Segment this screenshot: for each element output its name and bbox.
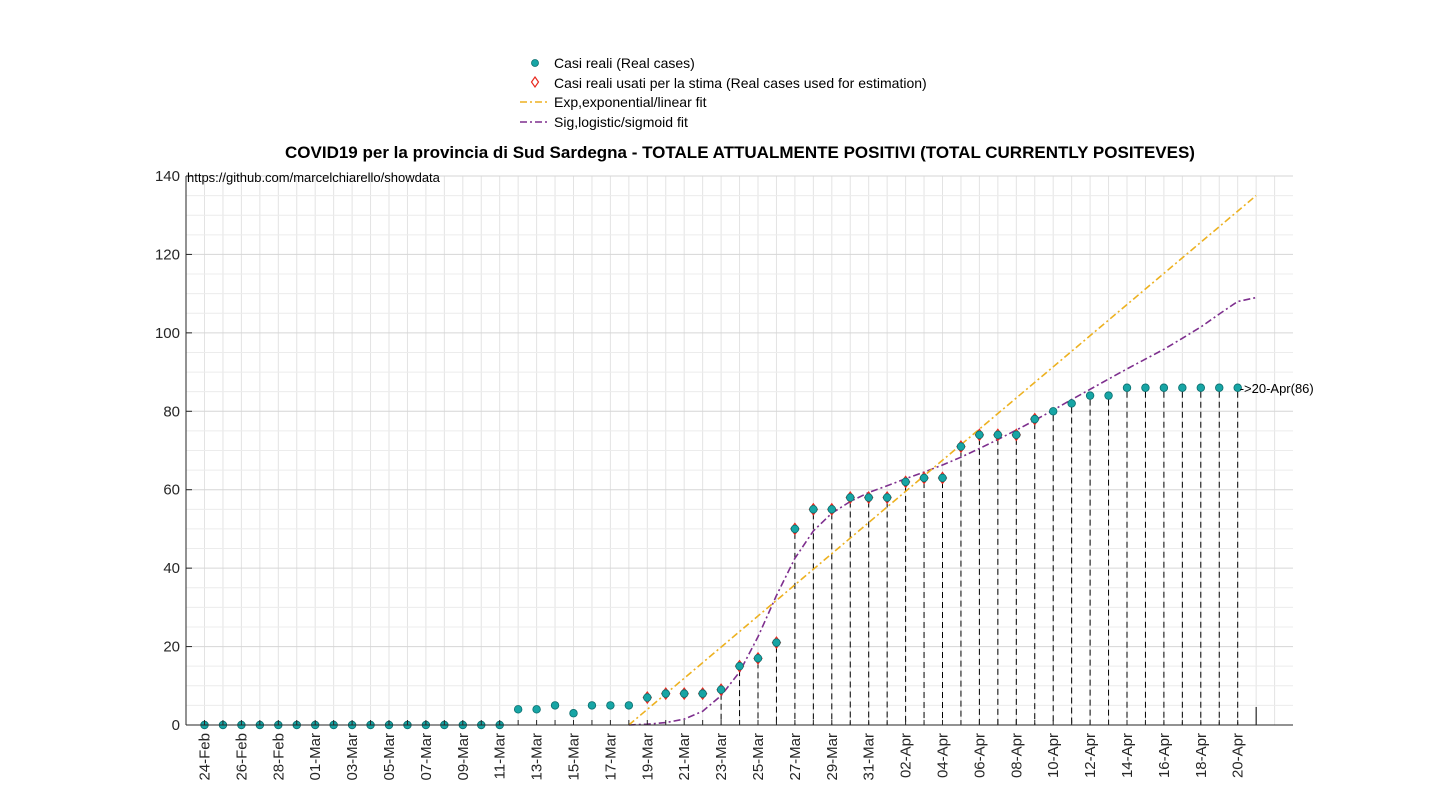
drop-lines (720, 391, 1257, 725)
x-tick-label: 05-Mar (381, 733, 398, 781)
real-case-marker (680, 689, 689, 698)
x-tick-label: 25-Mar (750, 733, 767, 781)
legend-label-exp-fit: Exp,exponential/linear fit (554, 94, 707, 110)
legend-diamond-marker (530, 75, 540, 89)
real-case-marker (1030, 414, 1039, 424)
real-case-marker (569, 709, 578, 718)
real-case-marker (753, 654, 763, 663)
real-case-marker (1012, 430, 1021, 440)
x-tick-labels: 24-Feb 26-Feb 28-Feb 01-Mar 03-Mar 05-Mar 07-M… (197, 733, 1247, 781)
real-case-marker (532, 705, 541, 714)
real-case-marker (513, 705, 523, 714)
legend: Casi reali (Real cases) Casi reali usati… (520, 55, 927, 130)
x-tick-label: 02-Apr (898, 733, 915, 778)
real-case-marker (1085, 391, 1095, 400)
x-tick-label: 13-Mar (529, 733, 546, 781)
real-case-marker (901, 477, 910, 487)
x-tick-label: 11-Mar (492, 733, 509, 779)
x-tick-label: 29-Mar (824, 733, 841, 781)
y-tick-label: 0 (172, 717, 180, 734)
x-tick-label: 20-Apr (1230, 733, 1247, 778)
real-case-marker (1048, 407, 1058, 416)
x-tick-label: 23-Mar (713, 733, 730, 781)
y-tick-label: 40 (163, 560, 180, 577)
x-tick-label: 06-Apr (971, 733, 988, 778)
legend-label-sig-fit: Sig,logistic/sigmoid fit (554, 114, 688, 130)
source-url: https://github.com/marcelchiarello/showd… (187, 170, 441, 185)
real-case-marker (772, 638, 781, 647)
axes (185, 175, 1293, 726)
real-case-marker (809, 505, 818, 514)
x-tick-label: 27-Mar (787, 733, 804, 781)
x-tick-label: 07-Mar (418, 733, 435, 781)
y-tick-label: 20 (163, 639, 180, 656)
real-case-marker (550, 701, 560, 710)
x-tick-label: 08-Apr (1008, 733, 1025, 778)
real-case-marker (827, 505, 836, 514)
legend-circle-marker (531, 59, 539, 67)
real-case-marker (864, 493, 873, 502)
x-tick-label: 24-Feb (197, 733, 214, 781)
real-case-marker (661, 689, 670, 698)
real-case-marker (1159, 383, 1169, 392)
x-tick-label: 31-Mar (861, 733, 878, 781)
y-tick-labels: 0 20 40 60 80 100 120 140 (155, 168, 180, 734)
real-case-marker (790, 524, 800, 534)
y-tick-label: 80 (163, 403, 180, 420)
last-value-annotation: ->20-Apr(86) (1240, 381, 1314, 396)
x-tick-label: 12-Apr (1082, 733, 1099, 778)
real-case-marker (1141, 383, 1150, 392)
x-tick-label: 14-Apr (1119, 733, 1136, 778)
fit-lines (628, 194, 1257, 726)
exponential-fit-line (628, 194, 1257, 726)
chart-title: COVID19 per la provincia di Sud Sardegna… (285, 143, 1195, 162)
y-tick-label: 60 (163, 482, 180, 499)
real-case-marker (1215, 383, 1224, 392)
x-tick-label: 28-Feb (270, 733, 287, 781)
y-tick-label: 100 (155, 325, 180, 342)
real-case-marker (643, 693, 652, 702)
real-case-marker (1104, 391, 1113, 400)
x-tick-label: 17-Mar (602, 733, 619, 781)
real-case-marker (975, 430, 984, 440)
real-case-marker (919, 473, 929, 483)
real-case-marker (606, 701, 615, 710)
real-case-marker (716, 685, 726, 694)
real-case-marker (1067, 399, 1076, 408)
x-tick-label: 10-Apr (1045, 733, 1062, 778)
x-tick-label: 01-Mar (307, 733, 324, 781)
x-tick-label: 18-Apr (1193, 733, 1210, 778)
x-tick-label: 09-Mar (455, 733, 472, 781)
real-case-marker (587, 701, 597, 710)
real-case-marker (1233, 383, 1242, 392)
x-tick-label: 04-Apr (935, 733, 952, 778)
real-case-marker (624, 701, 634, 710)
legend-label-estimation-cases: Casi reali usati per la stima (Real case… (554, 75, 927, 91)
sigmoid-fit-line (628, 296, 1257, 726)
legend-label-real-cases: Casi reali (Real cases) (554, 55, 695, 71)
real-case-marker (1196, 383, 1205, 392)
y-tick-label: 120 (155, 246, 180, 263)
real-case-marker (1122, 383, 1132, 392)
x-tick-label: 03-Mar (344, 733, 361, 781)
real-case-marker (735, 661, 744, 671)
x-tick-label: 19-Mar (639, 733, 656, 781)
x-tick-label: 26-Feb (233, 733, 250, 781)
real-case-marker (698, 689, 707, 698)
real-case-marker (938, 473, 947, 483)
x-tick-label: 16-Apr (1156, 733, 1173, 778)
y-tick-label: 140 (155, 168, 180, 185)
x-tick-label: 21-Mar (676, 733, 693, 781)
real-case-marker (956, 442, 966, 451)
real-case-marker (882, 493, 892, 502)
real-case-marker (846, 493, 855, 502)
real-case-marker (993, 430, 1003, 440)
real-case-marker (1178, 383, 1187, 392)
x-tick-label: 15-Mar (566, 733, 583, 781)
